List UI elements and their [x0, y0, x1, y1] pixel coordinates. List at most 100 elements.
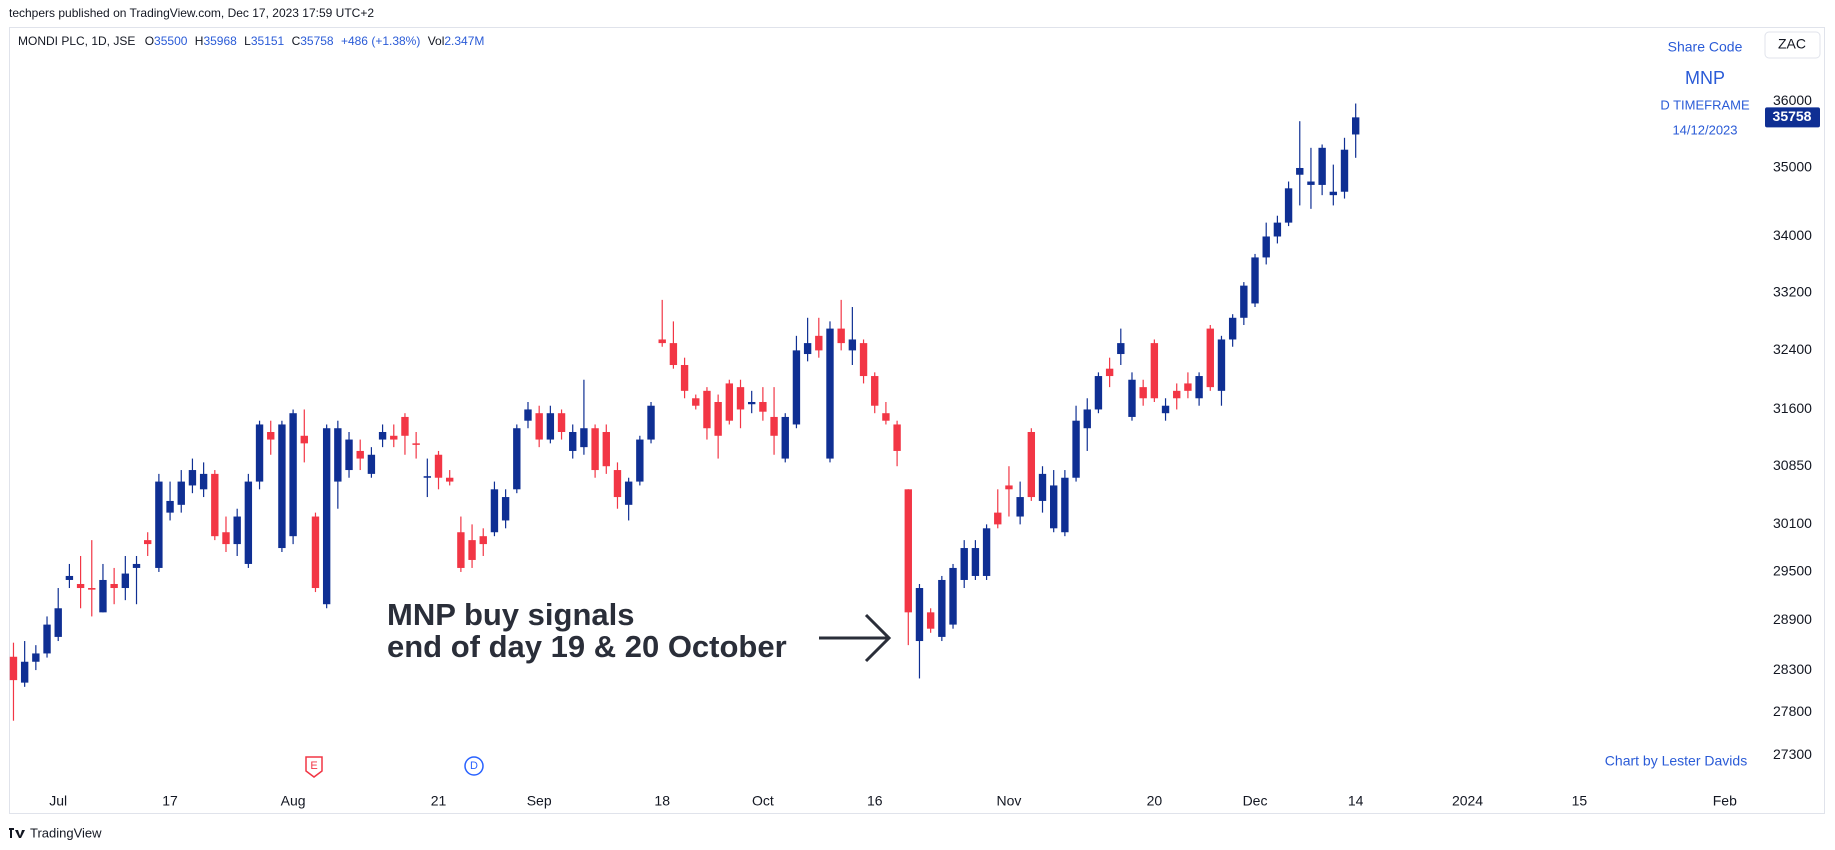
earnings-marker[interactable] [305, 756, 323, 778]
last-price-tag [1765, 107, 1820, 128]
candle-body [580, 428, 588, 448]
candle-body [334, 428, 342, 482]
y-tick-label: 29500 [1773, 563, 1812, 579]
chart-frame [9, 27, 1825, 814]
x-tick-label: Aug [281, 793, 306, 809]
share-code-label: Share Code [1668, 39, 1743, 55]
candle-body [1307, 181, 1315, 185]
candle-body [1184, 383, 1192, 391]
candle-body [423, 476, 432, 478]
y-tick-label: 36000 [1773, 92, 1812, 108]
x-tick-label: 16 [867, 793, 883, 809]
x-tick-label: Sep [527, 793, 552, 809]
candle-body [345, 439, 353, 471]
candle-body [222, 532, 230, 545]
y-tick-label: 34000 [1773, 227, 1812, 243]
candle-body [1005, 485, 1013, 490]
candle-body [1251, 257, 1259, 304]
candle-body [188, 470, 197, 486]
dividend-marker[interactable] [464, 756, 484, 776]
x-tick-label: 2024 [1452, 793, 1483, 809]
volume: 2.347M [444, 34, 484, 48]
x-tick-label: Oct [752, 793, 774, 809]
candle-body [457, 532, 465, 568]
candle-body [535, 413, 543, 440]
candle-body [1273, 222, 1282, 237]
candle-body [300, 435, 308, 444]
y-tick-label: 27300 [1773, 746, 1812, 762]
candle-body [770, 416, 778, 436]
share-code: MNP [1685, 68, 1725, 88]
published-line: techpers published on TradingView.com, D… [9, 6, 374, 20]
candle-body [837, 328, 845, 344]
candle-body [132, 563, 141, 568]
x-tick-label: 21 [431, 793, 447, 809]
candle-body [569, 431, 577, 451]
candle-body [356, 450, 364, 459]
candle-body [1072, 420, 1080, 478]
candle-body [1027, 431, 1036, 498]
volume-key: Vol [428, 34, 445, 48]
candle-body [960, 548, 968, 580]
candle-body [748, 401, 756, 405]
currency-label[interactable]: ZAC [1778, 36, 1806, 52]
x-tick-label: 18 [654, 793, 670, 809]
y-tick-label: 28900 [1773, 611, 1812, 627]
candle-body [759, 401, 767, 412]
candle-body [602, 431, 610, 467]
candle-body [524, 409, 532, 421]
candle-body [1340, 149, 1349, 192]
candle-body [322, 428, 331, 605]
x-tick-label: 17 [162, 793, 178, 809]
candle-body [20, 661, 29, 683]
candle-body [636, 439, 644, 482]
candle-body [882, 413, 890, 421]
candle-body [1284, 188, 1293, 223]
candle-body [557, 413, 566, 432]
candle-body [1206, 328, 1214, 388]
candle-body [289, 413, 297, 537]
candle-body [1094, 376, 1103, 410]
annotation-line: MNP buy signals [387, 597, 635, 632]
candle-body [725, 383, 734, 421]
candle-body [647, 405, 655, 440]
y-tick-label: 30100 [1773, 515, 1812, 531]
candle-body [893, 424, 901, 451]
candle-body [591, 428, 599, 471]
candle-body [88, 588, 96, 590]
dividend-label[interactable]: D [470, 760, 478, 772]
x-tick-label: Nov [996, 793, 1021, 809]
y-tick-label: 31600 [1773, 400, 1812, 416]
candle-body [267, 431, 275, 440]
y-tick-label: 28300 [1773, 661, 1812, 677]
earnings-label[interactable]: E [310, 760, 317, 772]
ohlc-value: 35968 [203, 34, 237, 48]
candle-body [815, 335, 823, 351]
candle-body [255, 424, 264, 482]
currency-button[interactable] [1764, 31, 1821, 59]
candle-body [624, 481, 633, 505]
candle-body [781, 416, 789, 459]
candle-body [412, 443, 420, 445]
candle-body [1195, 376, 1203, 399]
candle-body [915, 588, 924, 642]
candle-body [714, 401, 722, 436]
candle-body [938, 579, 946, 637]
candle-body [177, 481, 185, 505]
footer-brand: TradingView [30, 825, 102, 840]
ohlc-value: 35500 [154, 34, 188, 48]
ohlc-key: C [292, 34, 301, 48]
candle-body [1262, 236, 1270, 258]
candle-body [199, 473, 208, 490]
candle-body [736, 387, 745, 410]
candle-body [613, 470, 622, 498]
candle-body [490, 489, 499, 533]
credit: Chart by Lester Davids [1605, 753, 1747, 769]
candle-body [1139, 387, 1147, 399]
candle-body [703, 390, 711, 429]
candle-body [479, 536, 487, 545]
candle-body [680, 365, 689, 391]
